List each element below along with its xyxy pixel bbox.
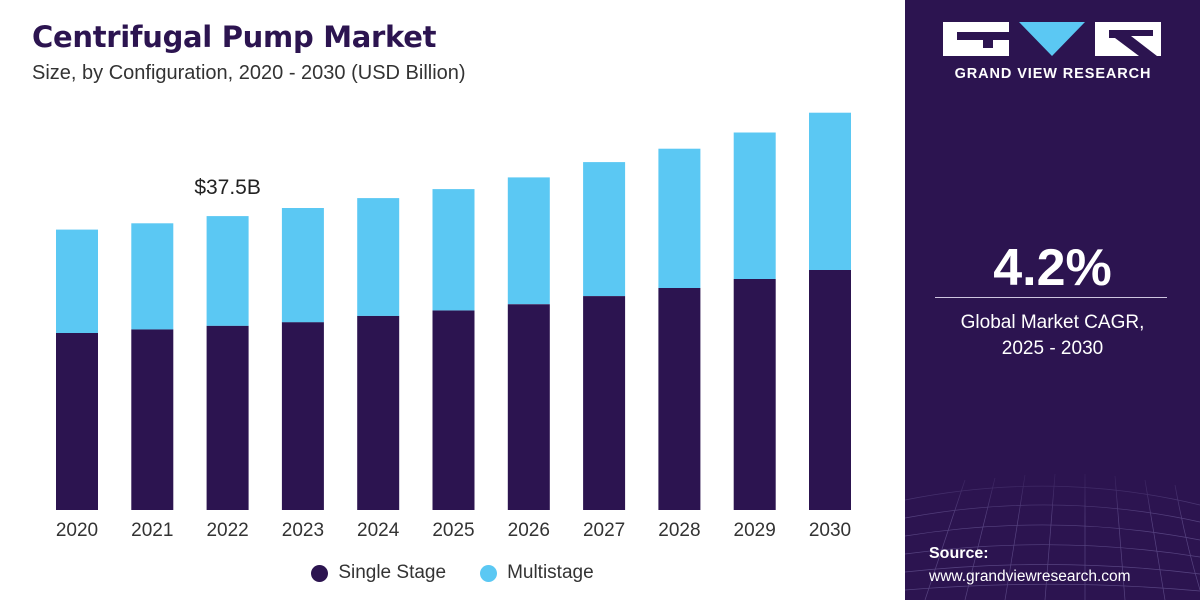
chart-area: Centrifugal Pump Market Size, by Configu… [0, 20, 905, 584]
x-tick-label-2023: 2023 [282, 520, 324, 541]
decorative-grid-graphic [905, 460, 1200, 600]
chart-subtitle: Size, by Configuration, 2020 - 2030 (USD… [32, 62, 466, 84]
x-tick-label-2027: 2027 [583, 520, 625, 541]
data-label-2022: $37.5B [194, 176, 261, 199]
bar-multistage-2024 [357, 198, 400, 316]
bar-multistage-2022 [206, 216, 249, 326]
x-tick-label-2028: 2028 [658, 520, 700, 541]
bar-single-stage-2025 [432, 310, 475, 510]
cagr-label-line1: Global Market CAGR, [960, 312, 1145, 333]
cagr-label-line2: 2025 - 2030 [1001, 338, 1104, 359]
logo-g-icon [943, 22, 1009, 56]
x-tick-label-2026: 2026 [508, 520, 550, 541]
bar-single-stage-2023 [281, 322, 324, 510]
bar-single-stage-2020 [56, 332, 98, 510]
x-tick-label-2025: 2025 [432, 520, 474, 541]
bar-multistage-2029 [733, 132, 776, 279]
legend-swatch-multistage [480, 564, 498, 582]
chart-title: Centrifugal Pump Market [32, 20, 437, 54]
bar-multistage-2026 [507, 177, 550, 305]
bar-multistage-2025 [432, 189, 475, 311]
source-link[interactable]: www.grandviewresearch.com [929, 568, 1131, 585]
bar-single-stage-2028 [658, 288, 701, 510]
cagr-divider [935, 297, 1167, 298]
legend-item-multistage: Multistage [480, 562, 594, 584]
brand-name: GRAND VIEW RESEARCH [954, 66, 1152, 82]
x-tick-label-2024: 2024 [357, 520, 400, 541]
info-panel: GRAND VIEW RESEARCH 4.2% Global Market C… [905, 0, 1200, 600]
x-tick-label-2020: 2020 [56, 520, 98, 541]
legend-label-single-stage: Single Stage [338, 562, 447, 583]
x-tick-label-2022: 2022 [206, 520, 248, 541]
stacked-bar-chart: 2020 2021 2022 2023 2024 2025 2026 2027 2028 2029… [56, 112, 851, 541]
bar-single-stage-2030 [809, 270, 851, 510]
bar-single-stage-2024 [357, 315, 400, 510]
bar-single-stage-2022 [206, 325, 249, 510]
bar-single-stage-2026 [507, 304, 550, 510]
legend-swatch-single-stage [311, 564, 329, 582]
legend-label-multistage: Multistage [507, 562, 594, 583]
cagr-label: Global Market CAGR, 2025 - 2030 [905, 310, 1200, 362]
x-tick-label-2029: 2029 [734, 520, 776, 541]
legend-item-single-stage: Single Stage [311, 562, 446, 584]
x-tick-label-2021: 2021 [131, 520, 173, 541]
bar-multistage-2021 [131, 223, 174, 330]
logo-r-icon [1095, 22, 1161, 56]
bar-multistage-2020 [56, 229, 98, 333]
logo-v-icon [1019, 22, 1085, 56]
legend: Single Stage Multistage [0, 562, 905, 584]
source-label: Source: [929, 545, 989, 562]
bar-multistage-2028 [658, 148, 701, 288]
cagr-value: 4.2% [993, 239, 1112, 297]
bar-single-stage-2029 [733, 279, 776, 510]
bar-multistage-2027 [583, 162, 626, 296]
bar-single-stage-2021 [131, 329, 174, 510]
bar-multistage-2023 [281, 208, 324, 323]
x-tick-label-2030: 2030 [809, 520, 851, 541]
bar-single-stage-2027 [583, 296, 626, 510]
bar-multistage-2030 [809, 112, 851, 270]
brand-logo: GRAND VIEW RESEARCH [943, 22, 1163, 82]
